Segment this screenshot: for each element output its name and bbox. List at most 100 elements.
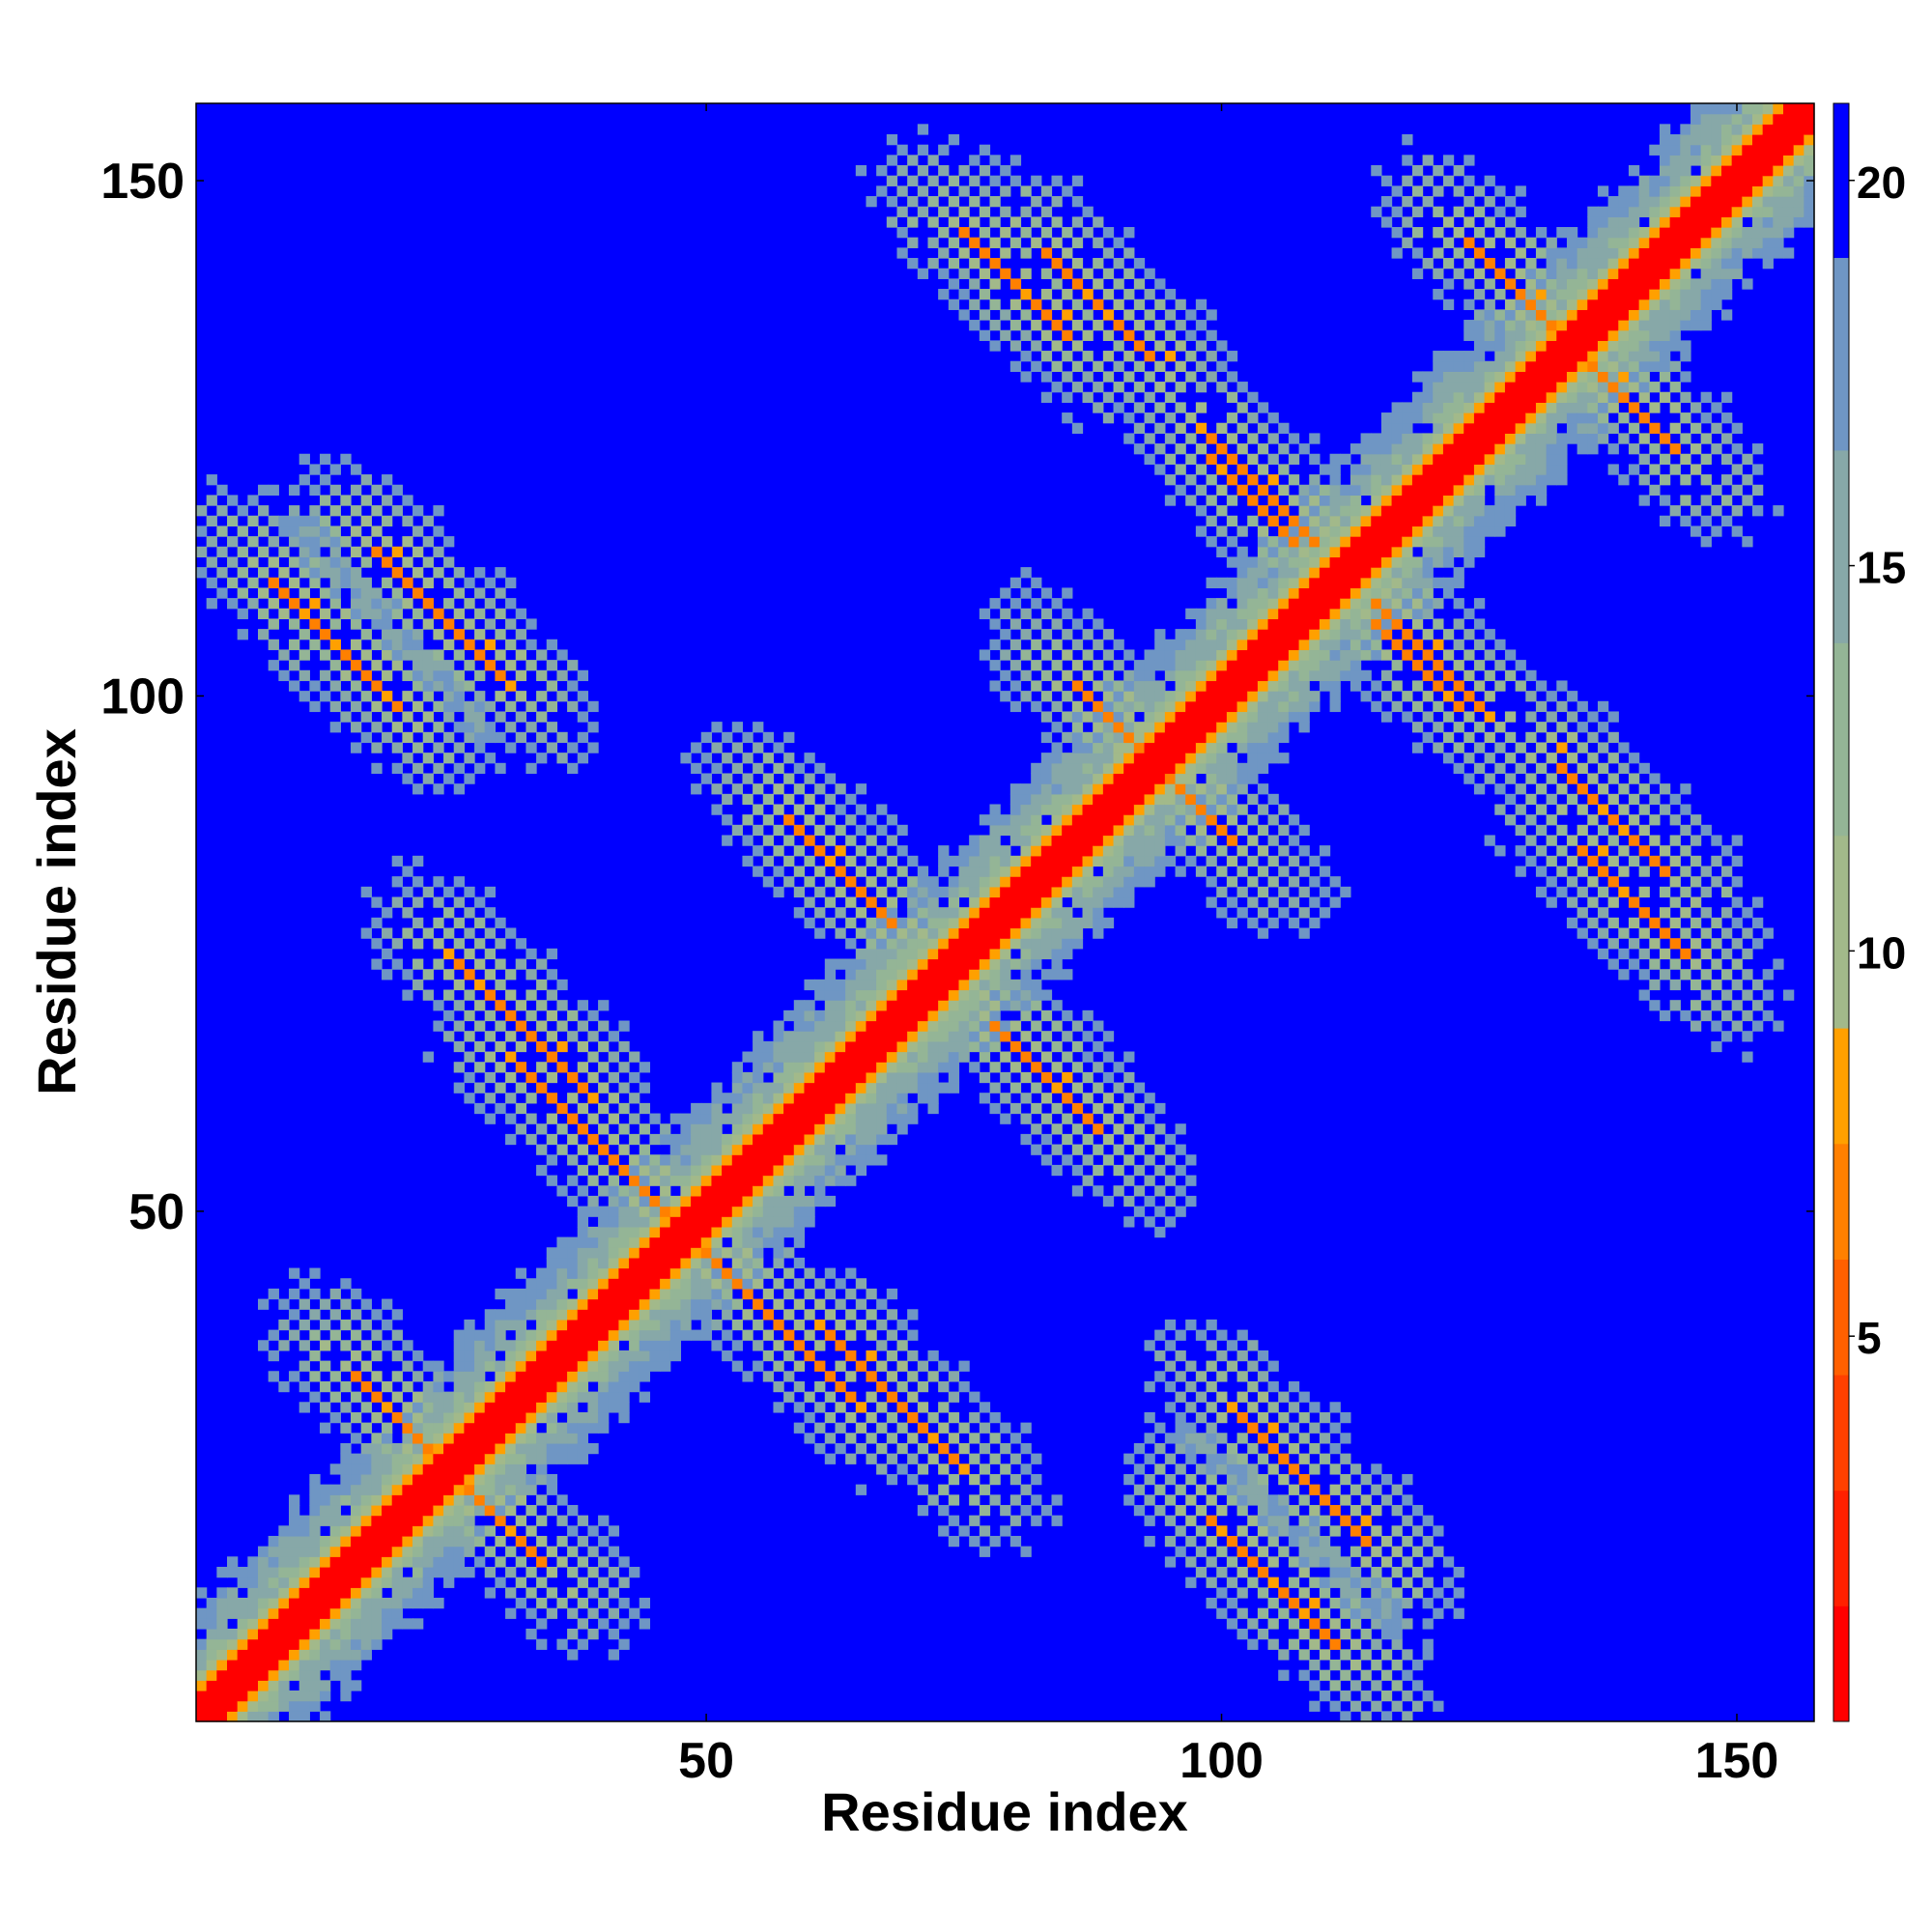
heatmap-cell	[320, 526, 331, 537]
heatmap-cell	[567, 1422, 579, 1434]
heatmap-cell	[382, 948, 393, 960]
heatmap-cell	[1000, 649, 1011, 661]
heatmap-cell	[793, 1360, 806, 1372]
heatmap-cell	[536, 1278, 548, 1290]
heatmap-cell	[1164, 814, 1177, 826]
heatmap-cell	[855, 1062, 867, 1073]
heatmap-cell	[526, 1071, 537, 1084]
heatmap-cell	[453, 1350, 465, 1362]
heatmap-cell	[1071, 216, 1084, 228]
heatmap-cell	[866, 989, 877, 1001]
heatmap-cell	[1051, 382, 1063, 393]
heatmap-cell	[866, 1000, 877, 1011]
heatmap-cell	[660, 1154, 671, 1166]
heatmap-cell	[320, 1577, 331, 1588]
heatmap-cell	[422, 1484, 434, 1495]
heatmap-cell	[1144, 1175, 1155, 1186]
heatmap-cell	[247, 598, 259, 610]
heatmap-cell	[722, 793, 733, 806]
heatmap-cell	[907, 1000, 919, 1011]
heatmap-cell	[567, 1628, 579, 1640]
heatmap-cell	[989, 298, 1001, 310]
heatmap-cell	[989, 804, 1001, 815]
heatmap-cell	[1329, 896, 1341, 908]
heatmap-cell	[495, 691, 506, 702]
heatmap-cell	[753, 1133, 764, 1146]
heatmap-cell	[1422, 474, 1434, 486]
heatmap-cell	[526, 1566, 537, 1578]
heatmap-cell	[598, 1340, 610, 1351]
heatmap-cell	[567, 1093, 579, 1104]
heatmap-cell	[206, 1628, 217, 1640]
heatmap-cell	[1175, 649, 1186, 661]
heatmap-cell	[1062, 351, 1073, 362]
heatmap-cell	[608, 1628, 620, 1640]
heatmap-cell	[711, 742, 723, 753]
heatmap-cell	[824, 1309, 837, 1321]
heatmap-cell	[1402, 155, 1413, 166]
heatmap-cell	[1329, 1463, 1341, 1475]
heatmap-cell	[206, 1690, 217, 1702]
heatmap-cell	[876, 1113, 888, 1124]
heatmap-cell	[1020, 247, 1032, 259]
heatmap-cell	[1051, 1123, 1063, 1135]
heatmap-cell	[1062, 649, 1073, 661]
heatmap-cell	[587, 1195, 599, 1208]
heatmap-cell	[340, 1690, 352, 1702]
heatmap-cell	[598, 1298, 610, 1310]
heatmap-cell	[1442, 649, 1455, 661]
heatmap-cell	[351, 680, 362, 692]
heatmap-cell	[1133, 700, 1146, 713]
heatmap-cell	[742, 1082, 753, 1094]
heatmap-cell	[227, 495, 239, 506]
heatmap-cell	[567, 762, 579, 775]
heatmap-cell	[598, 1278, 610, 1290]
heatmap-cell	[1391, 1700, 1403, 1712]
heatmap-cell	[1020, 1000, 1032, 1011]
heatmap-cell	[577, 1288, 589, 1300]
heatmap-cell	[1319, 1535, 1331, 1548]
heatmap-cell	[948, 1433, 960, 1444]
heatmap-cell	[1309, 660, 1321, 671]
heatmap-cell	[1236, 722, 1248, 733]
heatmap-cell	[742, 1071, 753, 1084]
heatmap-cell	[1175, 320, 1186, 331]
heatmap-cell	[1071, 360, 1084, 372]
heatmap-cell	[989, 1009, 1001, 1022]
heatmap-cell	[629, 1371, 640, 1382]
heatmap-cell	[422, 1556, 434, 1568]
heatmap-cell	[464, 948, 475, 960]
heatmap-cell	[577, 1216, 589, 1228]
heatmap-cell	[237, 1659, 248, 1671]
heatmap-cell	[1247, 1380, 1259, 1393]
heatmap-cell	[1371, 453, 1382, 466]
heatmap-cell	[762, 731, 775, 744]
heatmap-cell	[577, 1433, 589, 1444]
heatmap-cell	[1463, 155, 1475, 166]
heatmap-cell	[1226, 804, 1238, 815]
heatmap-cell	[546, 1319, 558, 1331]
heatmap-cell	[360, 1535, 372, 1548]
heatmap-cell	[216, 1711, 228, 1722]
heatmap-cell	[453, 680, 465, 692]
heatmap-cell	[1185, 762, 1197, 775]
heatmap-cell	[1442, 433, 1455, 444]
heatmap-cell	[577, 1247, 589, 1259]
heatmap-cell	[1020, 1009, 1032, 1022]
heatmap-cell	[1422, 1577, 1434, 1588]
heatmap-cell	[1309, 1442, 1321, 1455]
heatmap-cell	[855, 958, 867, 970]
heatmap-cell	[1433, 443, 1444, 455]
heatmap-cell	[1206, 1556, 1217, 1568]
heatmap-cell	[382, 1494, 393, 1506]
heatmap-cell	[1000, 1504, 1011, 1517]
heatmap-cell	[247, 1638, 259, 1650]
heatmap-cell	[1340, 1649, 1351, 1661]
heatmap-cell	[351, 1473, 362, 1486]
heatmap-cell	[1009, 680, 1022, 692]
heatmap-cell	[927, 1093, 939, 1104]
heatmap-cell	[298, 556, 310, 568]
heatmap-cell	[1133, 876, 1146, 888]
heatmap-cell	[1154, 1484, 1166, 1495]
heatmap-cell	[278, 546, 290, 558]
